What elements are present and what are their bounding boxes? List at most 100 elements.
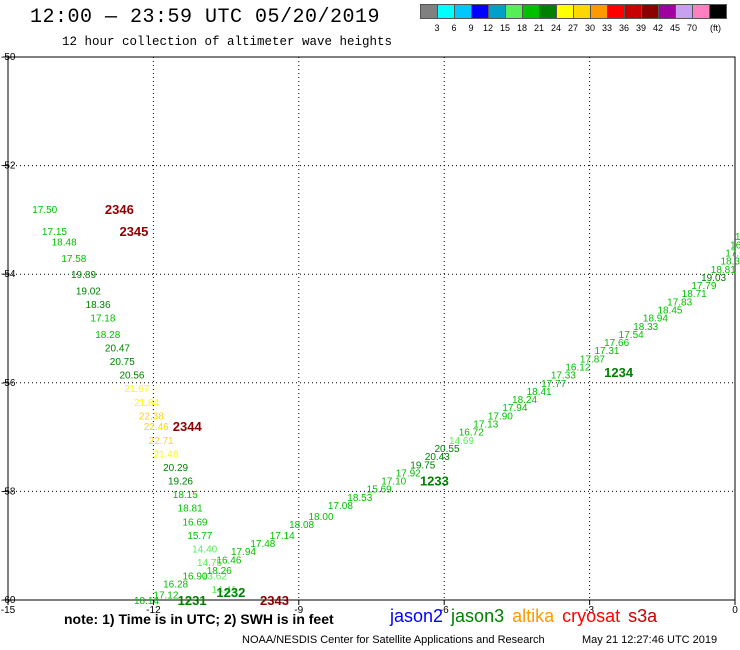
wave-height-value: 18.14 xyxy=(134,596,159,607)
pass-time-label: 1233 xyxy=(420,474,449,489)
wave-height-value: 14.69 xyxy=(449,436,474,447)
legend-tick: 36 xyxy=(618,23,629,33)
wave-height-value: 15.77 xyxy=(187,531,212,542)
wave-height-value: 17.31 xyxy=(594,346,619,357)
satellite-label: altika xyxy=(512,606,555,626)
wave-height-value: 17.58 xyxy=(61,254,86,265)
legend-tick: 18 xyxy=(516,23,527,33)
wave-height-value: 17.94 xyxy=(231,547,256,558)
y-tick-label: -56 xyxy=(1,378,16,389)
wave-height-value: 17.94 xyxy=(502,403,527,414)
wave-height-value: 21.84 xyxy=(134,398,159,409)
wave-height-value: 15.69 xyxy=(367,485,392,496)
x-tick-label: 0 xyxy=(732,605,738,616)
wave-height-value: 20.47 xyxy=(105,344,130,355)
wave-height-value: 17.54 xyxy=(619,330,644,341)
wave-height-value: 16.2 xyxy=(730,240,740,251)
legend-tick: 9 xyxy=(468,23,474,33)
credit-line: NOAA/NESDIS Center for Satellite Applica… xyxy=(242,634,545,646)
wave-height-value: 19.03 xyxy=(701,273,726,284)
wave-height-value: 17.13 xyxy=(473,420,498,431)
wave-height-value: 16.28 xyxy=(163,580,188,591)
pass-time-label: 1232 xyxy=(216,585,245,600)
wave-height-value: 18.08 xyxy=(289,520,314,531)
wave-height-value: 20.55 xyxy=(435,444,460,455)
legend-tick: 27 xyxy=(567,23,578,33)
wave-height-value: 18.26 xyxy=(207,566,232,577)
wave-height-value: 22.46 xyxy=(144,422,169,433)
wave-height-value: 14.41 xyxy=(212,585,237,596)
wave-height-value: 19.02 xyxy=(76,286,101,297)
wave-height-value: 18.15 xyxy=(173,490,198,501)
wave-height-value: 16.12 xyxy=(565,363,590,374)
y-tick-label: -52 xyxy=(1,161,16,172)
legend-tick: 42 xyxy=(652,23,663,33)
wave-height-value: 18.24 xyxy=(512,395,537,406)
wave-height-value: 16.46 xyxy=(216,555,241,566)
wave-height-value: 22.71 xyxy=(149,436,174,447)
wave-height-value: 17.12 xyxy=(153,591,178,602)
wave-height-value: 20.56 xyxy=(119,371,144,382)
wave-height-value: 21.67 xyxy=(124,384,149,395)
wave-height-value: 18.37 xyxy=(720,257,740,268)
legend-unit: (ft) xyxy=(710,23,721,33)
wave-height-value: 18.00 xyxy=(308,512,333,523)
pass-time-label: 1231 xyxy=(178,593,207,608)
y-tick-label: -58 xyxy=(1,486,16,497)
page-title: 12:00 — 23:59 UTC 05/20/2019 xyxy=(30,6,381,29)
generation-timestamp: May 21 12:27:46 UTC 2019 xyxy=(582,634,718,646)
wave-height-value: 18.28 xyxy=(95,330,120,341)
wave-height-value: 17.15 xyxy=(42,227,67,238)
legend-tick: 3 xyxy=(434,23,440,33)
y-tick-label: -60 xyxy=(1,595,16,606)
wave-height-value: 16.72 xyxy=(459,428,484,439)
legend-tick: 70 xyxy=(686,23,697,33)
y-tick-label: -50 xyxy=(1,52,16,63)
x-tick-label: -9 xyxy=(294,605,303,616)
x-tick-label: -3 xyxy=(585,605,594,616)
wave-height-value: 16.90 xyxy=(182,572,207,583)
wave-height-value: 17.90 xyxy=(488,411,513,422)
wave-height-value: 17.92 xyxy=(396,468,421,479)
wave-height-value: 16 xyxy=(735,232,740,243)
wave-height-value: 18.53 xyxy=(347,493,372,504)
wave-height-value: 18.94 xyxy=(643,314,668,325)
wave-height-value: 17.77 xyxy=(541,379,566,390)
wave-height-value: 21.48 xyxy=(153,449,178,460)
pass-time-label: 2343 xyxy=(260,593,289,608)
legend-tick: 21 xyxy=(533,23,544,33)
wave-height-value: 20.75 xyxy=(110,357,135,368)
legend-tick: 30 xyxy=(584,23,595,33)
satellite-label: jason3 xyxy=(451,606,505,626)
x-tick-label: -12 xyxy=(146,605,161,616)
pass-time-label: 2345 xyxy=(119,224,148,239)
legend-swatch xyxy=(709,4,727,19)
legend-tick: 24 xyxy=(550,23,561,33)
legend-tick: 15 xyxy=(499,23,510,33)
wave-height-value: 17.48 xyxy=(250,539,275,550)
wave-height-value: 22.38 xyxy=(139,411,164,422)
wave-height-value: 14.75 xyxy=(197,558,222,569)
y-tick-label: -54 xyxy=(1,269,16,280)
pass-time-label: 2344 xyxy=(173,419,203,434)
wave-height-value: 20.29 xyxy=(163,463,188,474)
legend-tick: 6 xyxy=(451,23,457,33)
wave-height-value: 17.18 xyxy=(90,314,115,325)
wave-height-value: 16.69 xyxy=(182,517,207,528)
wave-height-value: 18.71 xyxy=(682,289,707,300)
satellite-label: cryosat xyxy=(562,606,621,626)
wave-height-value: 17.87 xyxy=(580,354,605,365)
legend-tick: 12 xyxy=(482,23,493,33)
pass-time-label: 2346 xyxy=(105,202,134,217)
wave-height-value: 17.67 xyxy=(725,248,740,259)
wave-height-value: 18.81 xyxy=(178,504,203,515)
plot-frame xyxy=(7,56,736,601)
wave-height-value: 20.43 xyxy=(425,452,450,463)
legend-tick: 33 xyxy=(601,23,612,33)
legend-tick: 45 xyxy=(669,23,680,33)
wave-height-value: 19.75 xyxy=(410,460,435,471)
wave-height-value: 17.10 xyxy=(381,477,406,488)
wave-height-value: 17.50 xyxy=(32,205,57,216)
wave-height-value: 18.36 xyxy=(86,300,111,311)
